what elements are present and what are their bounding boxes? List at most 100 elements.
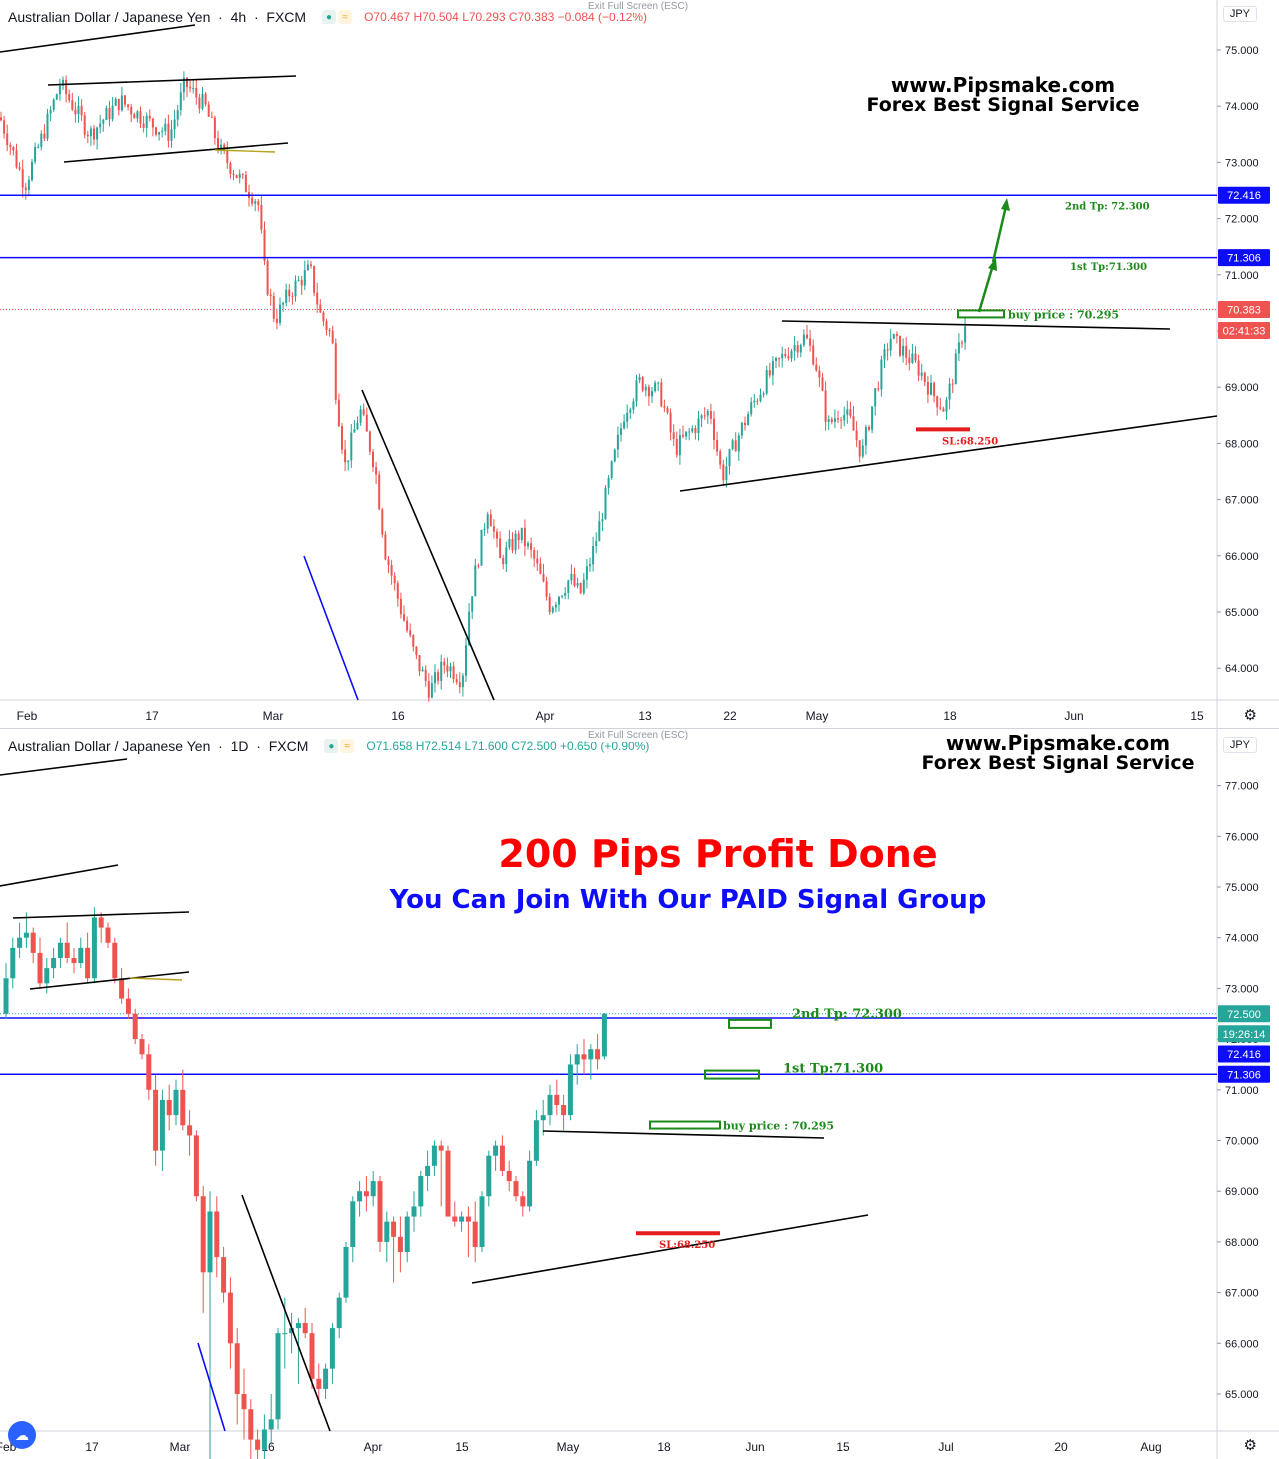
chart-canvas-1d[interactable]: 65.000 66.000 67.000 68.000 69.000 70.000 71.0…	[0, 729, 1279, 1459]
candle-body	[737, 435, 740, 452]
chart-canvas-4h[interactable]: 64.00065.00066.00067.00068.00069.00070.0…	[0, 0, 1279, 728]
market-status-icon[interactable]: ●	[324, 739, 339, 753]
price-tag-countdown: 02:41:33	[1223, 325, 1266, 337]
candle-body	[899, 335, 901, 356]
y-tick-label: 70.000	[1225, 1136, 1259, 1148]
candle-body	[939, 407, 942, 409]
candle-body	[207, 104, 210, 117]
candle-body	[700, 415, 703, 419]
candle-body	[46, 113, 49, 139]
candle-body	[176, 109, 179, 120]
candle-body	[740, 422, 743, 436]
y-tick-label: 69.000	[1225, 382, 1259, 394]
x-tick-label: Apr	[536, 709, 555, 723]
candle-body	[722, 464, 725, 481]
data-delay-icon[interactable]: ≈	[340, 739, 355, 753]
candle-body	[861, 445, 864, 457]
currency-label[interactable]: JPY	[1222, 737, 1257, 753]
candle-body	[502, 558, 505, 565]
x-tick-label: 18	[943, 709, 957, 723]
candle-body	[207, 1211, 213, 1273]
candle-body	[548, 596, 551, 613]
data-delay-icon[interactable]: ≈	[338, 10, 353, 24]
candle-body	[98, 917, 104, 928]
candle-body	[192, 88, 195, 90]
currency-label[interactable]: JPY	[1222, 6, 1257, 22]
exit-fullscreen-hint[interactable]: Exit Full Screen (ESC)	[586, 0, 691, 13]
candle-body	[44, 968, 50, 984]
candle-body	[71, 100, 74, 110]
price-tag-level2: 72.416	[1227, 190, 1261, 202]
candle-body	[610, 461, 613, 478]
candle-body	[533, 550, 536, 559]
candle-body	[728, 449, 731, 467]
candle-body	[542, 573, 545, 582]
candle-body	[93, 128, 95, 140]
tradingview-logo-icon[interactable]: ☁	[8, 1421, 36, 1449]
candle-body	[734, 440, 737, 452]
symbol-title[interactable]: Australian Dollar / Japanese Yen · 1D · …	[8, 738, 309, 754]
candle-body	[182, 77, 185, 93]
candle-body	[105, 108, 108, 120]
price-tag-level2-bg	[1218, 186, 1270, 204]
gear-icon[interactable]: ⚙	[1243, 1437, 1257, 1454]
y-tick-label: 71.000	[1225, 270, 1259, 282]
candle-body	[858, 440, 861, 457]
candle-body	[589, 564, 591, 567]
candle-body	[372, 451, 374, 468]
gear-icon[interactable]: ⚙	[1243, 707, 1257, 724]
candle-body	[756, 400, 759, 402]
candle-body	[942, 408, 945, 412]
candle-body	[539, 563, 542, 574]
candle-body	[635, 380, 638, 402]
trendline	[0, 24, 196, 53]
candle-body	[499, 538, 502, 559]
candle-body	[343, 1246, 349, 1298]
candle-body	[616, 434, 619, 450]
candle-body	[158, 132, 161, 135]
candle-body	[170, 129, 173, 141]
candle-body	[445, 1150, 451, 1217]
candle-body	[62, 79, 64, 86]
candle-body	[479, 1196, 485, 1247]
timeframe-label: 1D	[230, 738, 249, 754]
candle-body	[561, 1105, 567, 1116]
candle-body	[923, 372, 926, 382]
candle-body	[506, 1170, 512, 1182]
candle-body	[200, 1196, 206, 1273]
ohlc-values: O70.467 H70.504 L70.293 C70.383 −0.084 (…	[364, 10, 647, 24]
candle-body	[458, 682, 461, 688]
candle-body	[40, 133, 43, 147]
candle-body	[886, 349, 889, 351]
candle-body	[775, 357, 777, 361]
candle-body	[74, 109, 77, 115]
candle-body	[778, 357, 781, 359]
trendline	[241, 1194, 331, 1432]
candle-body	[917, 360, 920, 376]
candle-body	[406, 620, 409, 631]
candle-body	[747, 414, 750, 426]
candle-body	[675, 438, 678, 455]
exit-fullscreen-hint[interactable]: Exit Full Screen (ESC)	[586, 729, 691, 742]
candle-body	[244, 174, 247, 193]
candle-body	[404, 1216, 410, 1253]
market-status-icon[interactable]: ●	[322, 10, 337, 24]
candle-body	[161, 131, 164, 133]
symbol-title[interactable]: Australian Dollar / Japanese Yen · 4h · …	[8, 9, 307, 25]
x-tick-label: Aug	[1140, 1440, 1161, 1454]
candle-body	[350, 432, 353, 461]
candle-body	[251, 197, 254, 204]
candle-body	[384, 534, 387, 560]
candle-body	[945, 399, 948, 412]
candle-body	[120, 95, 123, 111]
trendline	[679, 415, 1218, 492]
candle-body	[520, 1196, 526, 1207]
candle-body	[666, 407, 669, 413]
candle-body	[112, 942, 118, 979]
candle-body	[567, 580, 570, 593]
candle-body	[31, 161, 33, 181]
candle-body	[489, 514, 492, 527]
candle-body	[880, 359, 883, 390]
candle-body	[744, 422, 746, 426]
candle-body	[691, 428, 694, 432]
